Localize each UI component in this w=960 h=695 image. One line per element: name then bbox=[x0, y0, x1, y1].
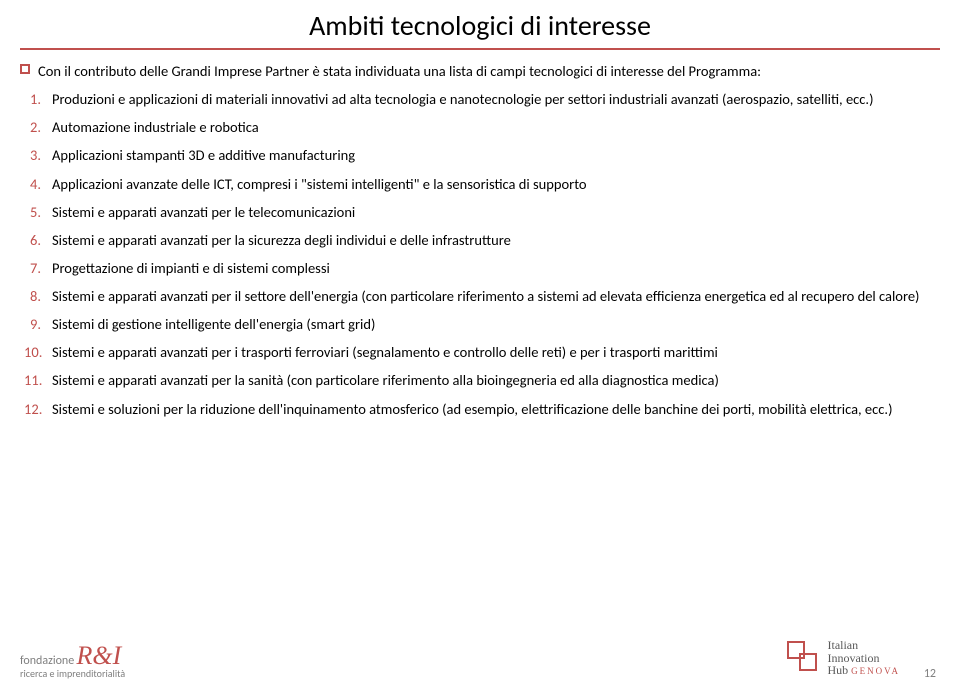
list-item: 3.Applicazioni stampanti 3D e additive m… bbox=[52, 146, 950, 164]
list-number: 2. bbox=[30, 118, 50, 136]
numbered-list: 1.Produzioni e applicazioni di materiali… bbox=[20, 90, 950, 418]
list-item: 10.Sistemi e apparati avanzati per i tra… bbox=[52, 343, 950, 361]
slide-title: Ambiti tecnologici di interesse bbox=[0, 8, 960, 43]
list-text: Sistemi e apparati avanzati per i traspo… bbox=[52, 343, 718, 361]
list-number: 7. bbox=[30, 259, 50, 277]
list-number: 11. bbox=[24, 371, 50, 389]
logo-left-line1-wrap: fondazione R&I bbox=[20, 644, 125, 668]
list-text: Sistemi e apparati avanzati per il setto… bbox=[52, 287, 919, 305]
list-item: 8.Sistemi e apparati avanzati per il set… bbox=[52, 287, 950, 305]
list-item: 9.Sistemi di gestione intelligente dell'… bbox=[52, 315, 950, 333]
iih-shape-icon bbox=[787, 641, 821, 675]
list-text: Progettazione di impianti e di sistemi c… bbox=[52, 259, 330, 277]
slide-content: Con il contributo delle Grandi Imprese P… bbox=[20, 62, 950, 428]
list-number: 4. bbox=[30, 175, 50, 193]
list-text: Sistemi e apparati avanzati per la sanit… bbox=[52, 371, 719, 389]
list-text: Sistemi e soluzioni per la riduzione del… bbox=[52, 400, 892, 418]
list-number: 10. bbox=[24, 343, 50, 361]
list-item: 1.Produzioni e applicazioni di materiali… bbox=[52, 90, 950, 108]
list-text: Sistemi e apparati avanzati per le telec… bbox=[52, 203, 355, 221]
list-number: 3. bbox=[30, 146, 50, 164]
list-item: 11.Sistemi e apparati avanzati per la sa… bbox=[52, 371, 950, 389]
lead-text: Con il contributo delle Grandi Imprese P… bbox=[38, 62, 761, 80]
title-underline bbox=[20, 48, 940, 50]
logo-italian-innovation-hub: Italian Innovation Hub GENOVA bbox=[787, 639, 900, 677]
list-item: 12.Sistemi e soluzioni per la riduzione … bbox=[52, 400, 950, 418]
list-item: 5.Sistemi e apparati avanzati per le tel… bbox=[52, 203, 950, 221]
list-item: 2.Automazione industriale e robotica bbox=[52, 118, 950, 136]
iih-city: GENOVA bbox=[851, 666, 900, 676]
iih-line1: Italian bbox=[827, 639, 900, 652]
logo-left-text-block: fondazione R&I ricerca e imprenditoriali… bbox=[20, 644, 125, 679]
bullet-square-icon bbox=[20, 64, 30, 74]
logo-left-mark: R&I bbox=[76, 641, 121, 670]
lead-paragraph: Con il contributo delle Grandi Imprese P… bbox=[20, 62, 950, 80]
page-number: 12 bbox=[924, 667, 936, 681]
list-item: 6.Sistemi e apparati avanzati per la sic… bbox=[52, 231, 950, 249]
list-number: 9. bbox=[30, 315, 50, 333]
list-text: Applicazioni avanzate delle ICT, compres… bbox=[52, 175, 587, 193]
list-text: Produzioni e applicazioni di materiali i… bbox=[52, 90, 873, 108]
iih-text-block: Italian Innovation Hub GENOVA bbox=[827, 639, 900, 677]
iih-line3: Hub bbox=[827, 663, 848, 677]
list-item: 7.Progettazione di impianti e di sistemi… bbox=[52, 259, 950, 277]
list-text: Applicazioni stampanti 3D e additive man… bbox=[52, 146, 355, 164]
list-number: 12. bbox=[24, 400, 50, 418]
slide: Ambiti tecnologici di interesse Con il c… bbox=[0, 0, 960, 695]
list-number: 1. bbox=[30, 90, 50, 108]
list-number: 5. bbox=[30, 203, 50, 221]
list-number: 8. bbox=[30, 287, 50, 305]
slide-footer: fondazione R&I ricerca e imprenditoriali… bbox=[20, 625, 940, 685]
list-item: 4.Applicazioni avanzate delle ICT, compr… bbox=[52, 175, 950, 193]
list-text: Automazione industriale e robotica bbox=[52, 118, 259, 136]
list-text: Sistemi e apparati avanzati per la sicur… bbox=[52, 231, 511, 249]
list-number: 6. bbox=[30, 231, 50, 249]
logo-left-line1: fondazione bbox=[20, 654, 74, 668]
list-text: Sistemi di gestione intelligente dell'en… bbox=[52, 315, 375, 333]
logo-fondazione-ri: fondazione R&I ricerca e imprenditoriali… bbox=[20, 644, 125, 679]
